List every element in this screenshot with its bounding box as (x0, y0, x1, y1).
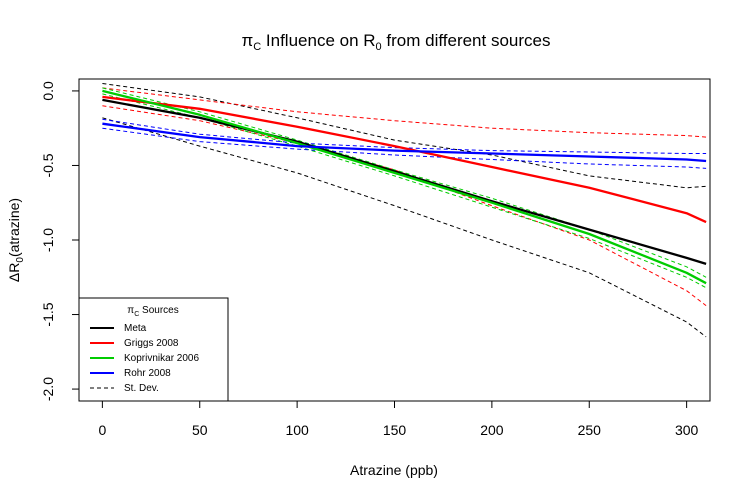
x-tick-label: 200 (480, 422, 504, 438)
y-tick-label: -1.0 (40, 228, 56, 252)
title-pi: π (242, 31, 254, 50)
series-line-rohr-2008-sd (102, 118, 707, 154)
y-label-pre: ΔR (6, 263, 22, 282)
y-tick-label: -0.5 (40, 153, 56, 177)
y-tick-label: -2.0 (40, 377, 56, 401)
title-end: from different sources (382, 31, 551, 50)
x-tick-label: 0 (98, 422, 106, 438)
title-r-subscript: 0 (376, 41, 382, 53)
series-line-koprivnikar-2006-sd (102, 93, 707, 289)
legend-label: Griggs 2008 (124, 338, 179, 349)
series-line-meta-sd (102, 83, 707, 189)
title-pi-subscript: C (253, 41, 261, 53)
legend-title: πC Sources (127, 305, 178, 318)
series-layer (102, 83, 707, 338)
series-line-koprivnikar-2006 (102, 89, 707, 285)
x-tick-label: 150 (383, 422, 407, 438)
legend-entries: Meta Griggs 2008 Koprivnikar 2006 Rohr 2008… (90, 323, 199, 394)
series-line-rohr-2008-sd (102, 127, 707, 169)
legend-label: Rohr 2008 (124, 368, 171, 379)
legend-title-rest: Sources (139, 305, 178, 316)
legend: πC Sources Meta Griggs 2008 Koprivnikar 20… (78, 297, 229, 402)
y-axis: 0.0 -0.5 -1.0 -1.5 -2.0 (40, 81, 80, 401)
y-label-post: (atrazine) (6, 198, 22, 257)
legend-label: Koprivnikar 2006 (124, 353, 199, 364)
series-line-rohr-2008 (102, 122, 707, 163)
series-line-meta-sd (102, 117, 707, 338)
y-axis-label: ΔR0(atrazine) (6, 198, 26, 282)
title-middle: Influence on R (261, 31, 375, 50)
series-line-griggs-2008 (102, 95, 707, 224)
chart-title: πC Influence on R0 from different source… (242, 31, 551, 53)
legend-box (78, 297, 229, 402)
series-line-meta (102, 98, 707, 265)
y-tick-label: -1.5 (40, 302, 56, 326)
x-tick-label: 50 (192, 422, 208, 438)
x-axis: 0 50 100 150 200 250 300 (98, 400, 699, 438)
y-tick-label: 0.0 (40, 81, 56, 101)
x-axis-label: Atrazine (ppb) (350, 462, 438, 478)
y-label-subscript: 0 (15, 257, 26, 263)
x-tick-label: 300 (675, 422, 699, 438)
x-tick-label: 100 (285, 422, 309, 438)
legend-title-pi: π (127, 305, 134, 316)
legend-title-subscript: C (134, 311, 139, 318)
legend-label: St. Dev. (124, 383, 159, 394)
x-tick-label: 250 (578, 422, 602, 438)
legend-label: Meta (124, 323, 147, 334)
series-line-griggs-2008-sd (102, 87, 707, 138)
